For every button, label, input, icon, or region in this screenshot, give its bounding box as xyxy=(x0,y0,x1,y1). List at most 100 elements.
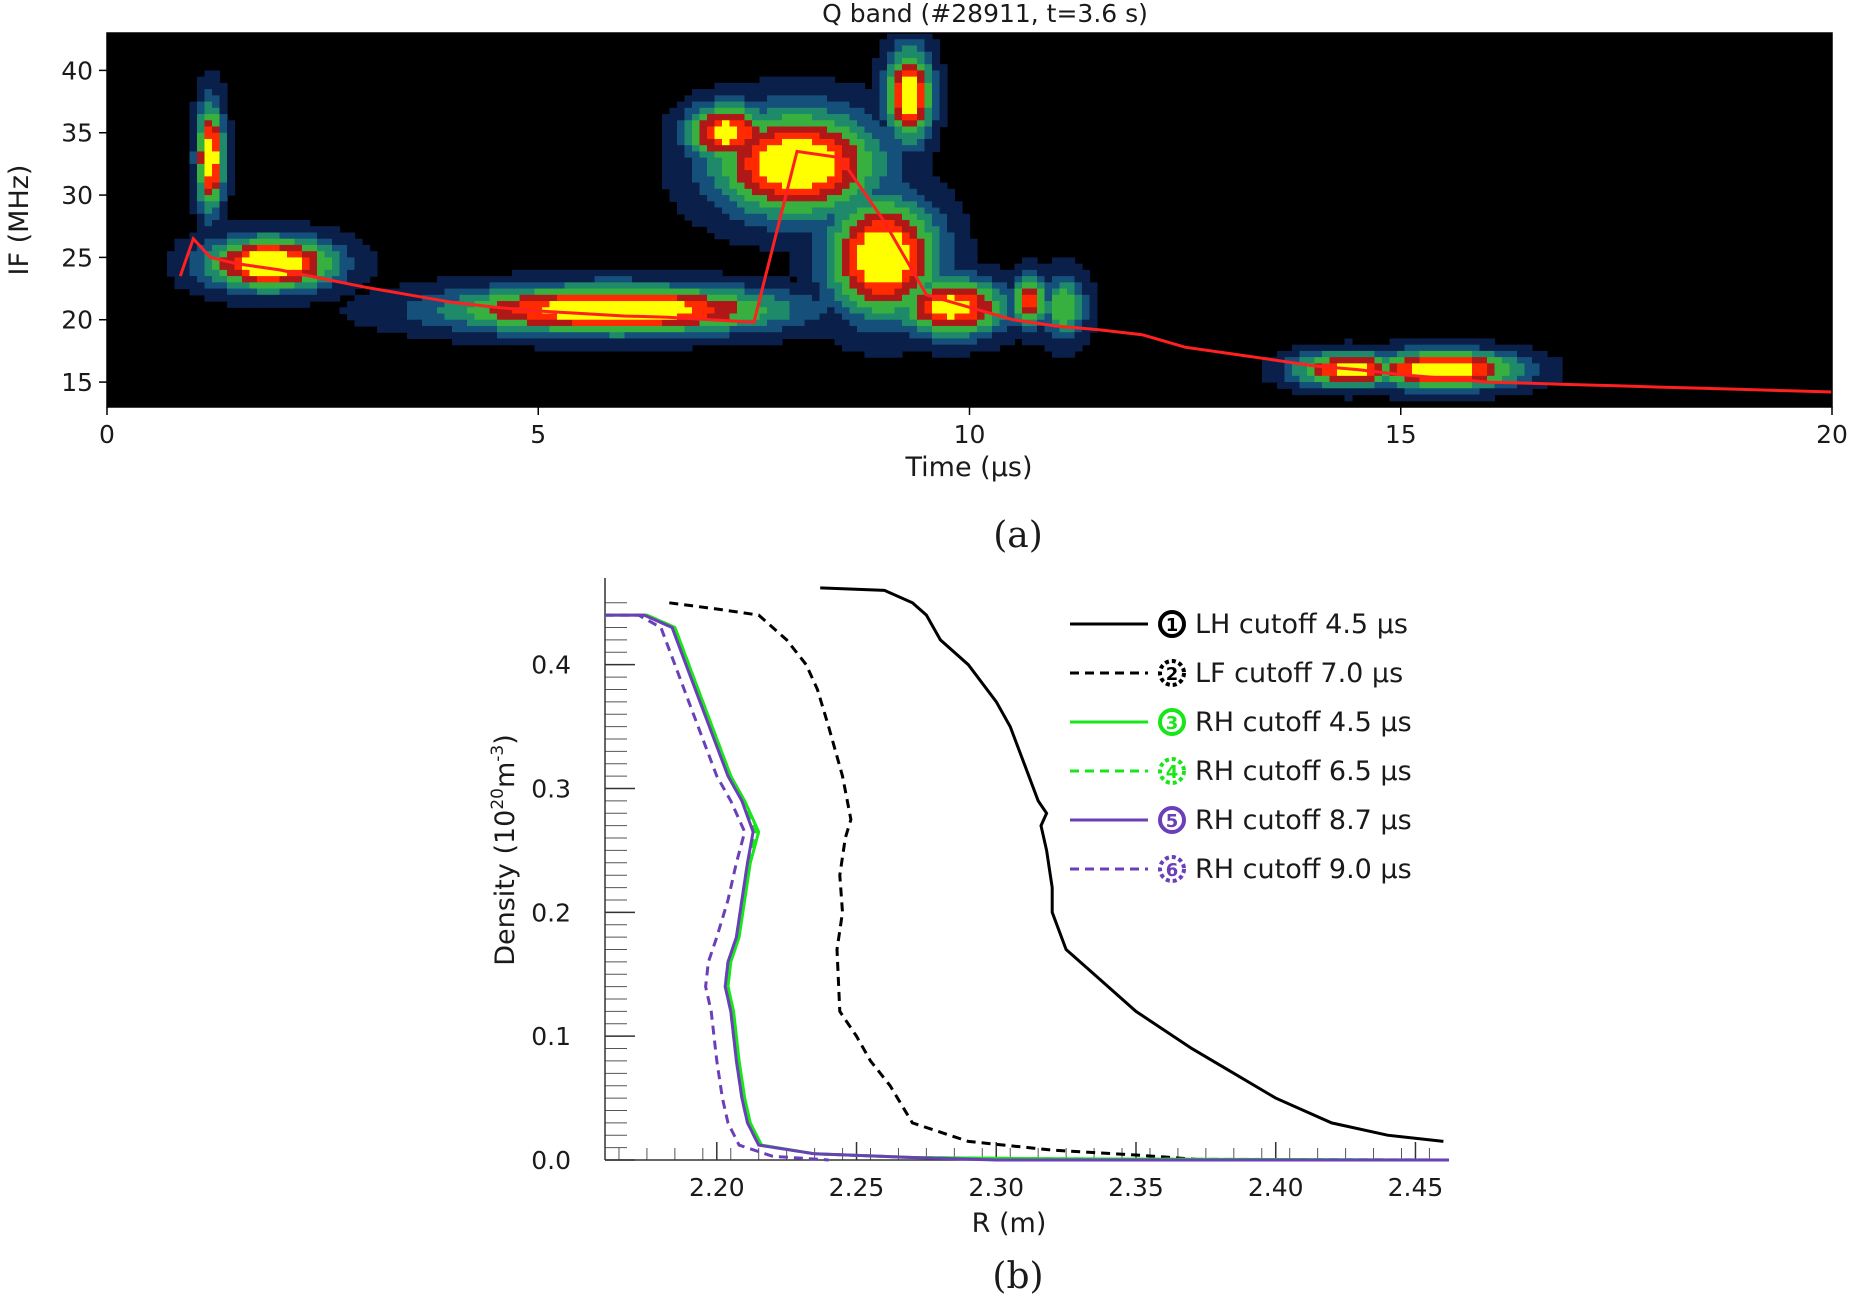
heatmap-cell xyxy=(939,344,948,352)
heatmap-cell xyxy=(1329,350,1338,358)
heatmap-cell xyxy=(932,282,941,290)
heatmap-cell xyxy=(857,294,866,302)
heatmap-cell xyxy=(369,319,378,327)
heatmap-cell xyxy=(512,325,521,333)
heatmap-cell xyxy=(587,313,596,321)
heatmap-cell xyxy=(1044,263,1053,271)
heatmap-cell xyxy=(887,101,896,109)
heatmap-cell xyxy=(1397,369,1406,377)
heatmap-cell xyxy=(827,195,836,202)
heatmap-cell xyxy=(1052,319,1061,327)
heatmap-cell xyxy=(1434,357,1443,364)
heatmap-cell xyxy=(819,132,828,140)
heatmap-cell xyxy=(1449,344,1458,352)
heatmap-cell xyxy=(864,244,873,252)
heatmap-cell xyxy=(887,132,896,140)
heatmap-cell xyxy=(1502,363,1511,371)
heatmap-cell xyxy=(212,132,221,140)
heatmap-cell xyxy=(1472,375,1481,383)
heatmap-cell xyxy=(317,294,326,302)
heatmap-cell xyxy=(782,332,791,340)
heatmap-cell xyxy=(864,319,873,327)
heatmap-cell xyxy=(602,325,611,333)
heatmap-cell xyxy=(204,120,213,128)
heatmap-cell xyxy=(1374,344,1383,352)
heatmap-cell xyxy=(729,170,738,177)
heatmap-cell xyxy=(684,288,693,296)
heatmap-cell xyxy=(894,238,903,246)
heatmap-cell xyxy=(864,294,873,302)
heatmap-cell xyxy=(947,344,956,352)
legend-label-4: RH cutoff 6.5 μs xyxy=(1195,756,1412,787)
heatmap-cell xyxy=(474,332,483,340)
heatmap-cell xyxy=(857,232,866,240)
heatmap-cell xyxy=(684,338,693,346)
heatmap-cell xyxy=(812,332,821,340)
heatmap-cell xyxy=(1472,363,1481,371)
heatmap-cell xyxy=(909,101,918,109)
heatmap-cell xyxy=(729,294,738,302)
heatmap-cell xyxy=(774,195,783,202)
heatmap-cell xyxy=(947,238,956,246)
heatmap-cell xyxy=(872,226,881,234)
heatmap-cell xyxy=(189,107,198,115)
heatmap-cell xyxy=(947,232,956,240)
heatmap-cell xyxy=(962,301,971,308)
heatmap-cell xyxy=(864,201,873,209)
heatmap-cell xyxy=(842,157,851,165)
heatmap-cell xyxy=(962,294,971,302)
heatmap-cell xyxy=(309,288,318,296)
heatmap-cell xyxy=(1292,363,1301,371)
heatmap-cell xyxy=(189,207,198,215)
heatmap-cell xyxy=(872,70,881,78)
heatmap-cell xyxy=(834,244,843,252)
heatmap-cell xyxy=(197,238,206,246)
heatmap-cell xyxy=(1067,282,1076,290)
heatmap-cell xyxy=(879,57,888,65)
heatmap-cell xyxy=(617,325,626,333)
heatmap-cell xyxy=(737,82,746,90)
heatmap-cell xyxy=(842,138,851,146)
heatmap-cell xyxy=(849,220,858,227)
heatmap-cell xyxy=(819,95,828,103)
heatmap-cell xyxy=(902,238,911,246)
heatmap-cell xyxy=(887,107,896,115)
heatmap-cell xyxy=(992,332,1001,340)
heatmap-cell xyxy=(572,301,581,308)
heatmap-cell xyxy=(782,107,791,115)
heatmap-cell xyxy=(879,325,888,333)
heatmap-cell xyxy=(647,344,656,352)
heatmap-cell xyxy=(1524,375,1533,383)
heatmap-cell xyxy=(834,257,843,265)
heatmap-cell xyxy=(932,182,941,190)
heatmap-cell xyxy=(909,176,918,184)
heatmap-cell xyxy=(849,126,858,134)
heatmap-cell xyxy=(767,145,776,153)
heatmap-cell xyxy=(497,338,506,346)
heatmap-cell xyxy=(939,251,948,258)
heatmap-cell xyxy=(864,163,873,171)
heatmap-cell xyxy=(204,82,213,90)
heatmap-cell xyxy=(219,151,228,159)
heatmap-cell xyxy=(812,114,821,121)
heatmap-cell xyxy=(587,307,596,315)
heatmap-cell xyxy=(879,64,888,71)
heatmap-cell xyxy=(857,313,866,321)
heatmap-cell xyxy=(594,325,603,333)
heatmap-cell xyxy=(1524,382,1533,389)
legend-marker-2 xyxy=(1158,659,1186,687)
heatmap-cell xyxy=(287,276,296,283)
heatmap-cell xyxy=(729,201,738,209)
heatmap-cell xyxy=(467,338,476,346)
heatmap-cell xyxy=(579,338,588,346)
heatmap-cell xyxy=(872,338,881,346)
heatmap-cell xyxy=(639,344,648,352)
heatmap-cell xyxy=(864,232,873,240)
heatmap-cell xyxy=(317,269,326,277)
heatmap-cell xyxy=(729,138,738,146)
heatmap-cell xyxy=(684,101,693,109)
heatmap-cell xyxy=(1367,350,1376,358)
heatmap-cell xyxy=(909,282,918,290)
heatmap-cell xyxy=(782,138,791,146)
heatmap-cell xyxy=(759,313,768,321)
